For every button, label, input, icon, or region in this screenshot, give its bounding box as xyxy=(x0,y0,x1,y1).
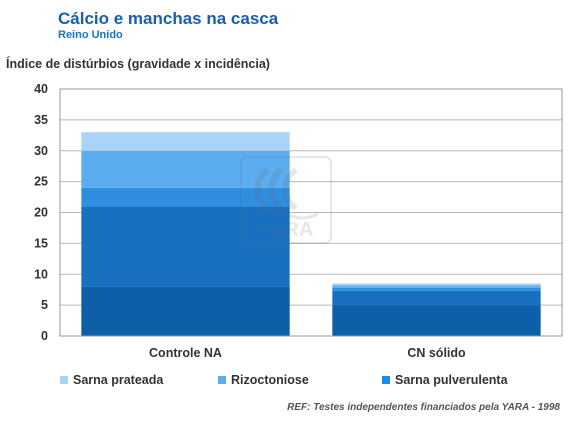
y-tick-label: 5 xyxy=(41,298,48,312)
chart-title: Cálcio e manchas na casca xyxy=(58,9,279,28)
bar-segment xyxy=(81,150,290,188)
y-tick-label: 35 xyxy=(34,113,48,127)
bar-segment xyxy=(332,283,541,286)
y-tick-label: 0 xyxy=(41,329,48,343)
yara-logo-watermark: YARA xyxy=(240,156,332,244)
plot-frame xyxy=(59,88,563,337)
y-tick-label: 30 xyxy=(34,144,48,158)
x-tick-label: Controle NA xyxy=(149,346,222,360)
y-tick-label: 20 xyxy=(34,206,48,220)
bars xyxy=(81,132,541,336)
legend-swatch xyxy=(60,376,68,384)
bar-segment xyxy=(332,290,541,306)
legend-swatch xyxy=(218,376,226,384)
bar-segment xyxy=(81,187,290,207)
legend: Sarna prateada Rizoctoniose Sarna pulver… xyxy=(0,373,580,389)
chart-subtitle: Reino Unido xyxy=(58,29,123,41)
reference-note: REF: Testes independentes financiados pe… xyxy=(287,402,560,413)
y-tick-label: 25 xyxy=(34,175,48,189)
legend-item-sarna-pulverulenta: Sarna pulverulenta xyxy=(382,373,508,387)
bar-segment xyxy=(332,285,541,288)
legend-label: Sarna prateada xyxy=(73,373,164,387)
legend-item-rizoctoniose: Rizoctoniose xyxy=(218,373,309,387)
watermark-text: YARA xyxy=(259,219,314,241)
y-tick-label: 15 xyxy=(34,236,48,250)
legend-label: Sarna pulverulenta xyxy=(395,373,508,387)
x-tick-label: CN sólido xyxy=(407,346,466,360)
bar-segment xyxy=(81,206,290,287)
legend-label: Rizoctoniose xyxy=(231,373,309,387)
legend-item-sarna-prateada: Sarna prateada xyxy=(60,373,163,387)
y-tick-label: 10 xyxy=(34,267,48,281)
legend-swatch xyxy=(382,376,390,384)
y-tick-label: 40 xyxy=(34,82,48,96)
y-axis-label: Índice de distúrbios (gravidade x incidê… xyxy=(6,57,270,71)
bar-segment xyxy=(81,132,290,151)
bar-segment xyxy=(332,305,541,336)
axes: 0 5 10 15 20 25 30 35 40 Controle NA CN sólido xyxy=(34,82,563,360)
bar-segment xyxy=(81,286,290,336)
bar-segment xyxy=(332,287,541,291)
